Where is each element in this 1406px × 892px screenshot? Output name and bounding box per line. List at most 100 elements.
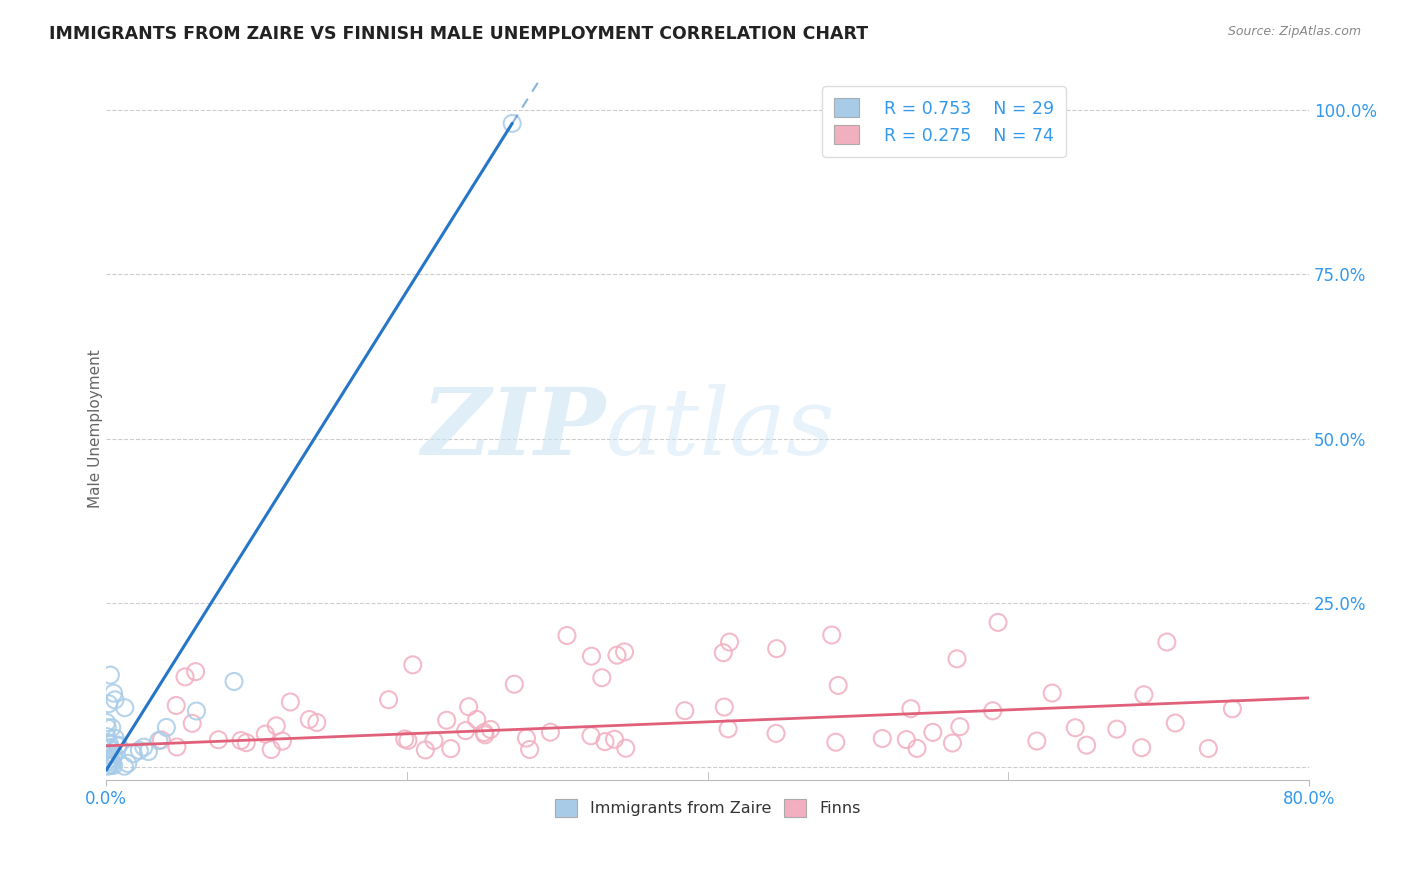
Point — [821, 628, 844, 642]
Point — [97, 755, 120, 769]
Point — [503, 677, 526, 691]
Point — [305, 715, 328, 730]
Point — [235, 736, 257, 750]
Point — [264, 719, 287, 733]
Point — [896, 732, 918, 747]
Point — [122, 747, 145, 761]
Point — [673, 704, 696, 718]
Point — [1133, 688, 1156, 702]
Point — [100, 752, 122, 766]
Point — [987, 615, 1010, 630]
Point — [165, 698, 187, 713]
Point — [222, 674, 245, 689]
Point — [100, 740, 122, 755]
Point — [718, 635, 741, 649]
Point — [174, 670, 197, 684]
Point — [436, 713, 458, 727]
Point — [112, 759, 135, 773]
Point — [472, 725, 495, 739]
Point — [872, 731, 894, 746]
Point — [614, 741, 637, 756]
Text: ZIP: ZIP — [422, 384, 606, 474]
Point — [184, 665, 207, 679]
Point — [479, 723, 502, 737]
Point — [1164, 716, 1187, 731]
Point — [97, 736, 120, 750]
Text: IMMIGRANTS FROM ZAIRE VS FINNISH MALE UNEMPLOYMENT CORRELATION CHART: IMMIGRANTS FROM ZAIRE VS FINNISH MALE UN… — [49, 25, 869, 43]
Point — [765, 726, 787, 740]
Point — [298, 713, 321, 727]
Point — [946, 652, 969, 666]
Point — [207, 732, 229, 747]
Point — [101, 750, 124, 764]
Point — [166, 739, 188, 754]
Point — [377, 692, 399, 706]
Point — [440, 741, 463, 756]
Point — [181, 716, 204, 731]
Point — [1130, 740, 1153, 755]
Point — [900, 701, 922, 715]
Point — [765, 641, 787, 656]
Point — [98, 747, 121, 762]
Point — [396, 733, 419, 747]
Point — [1064, 721, 1087, 735]
Point — [117, 756, 139, 771]
Point — [981, 704, 1004, 718]
Point — [103, 747, 125, 762]
Point — [280, 695, 302, 709]
Point — [100, 757, 122, 772]
Point — [1040, 686, 1063, 700]
Point — [457, 699, 479, 714]
Point — [921, 725, 943, 739]
Point — [104, 693, 127, 707]
Point — [1197, 741, 1219, 756]
Point — [423, 733, 446, 747]
Point — [515, 731, 537, 745]
Point — [501, 116, 523, 130]
Point — [271, 734, 294, 748]
Point — [96, 730, 118, 744]
Point — [394, 731, 416, 746]
Y-axis label: Male Unemployment: Male Unemployment — [87, 350, 103, 508]
Point — [254, 727, 277, 741]
Point — [96, 759, 118, 773]
Point — [100, 755, 122, 769]
Point — [148, 733, 170, 747]
Point — [107, 738, 129, 752]
Point — [103, 686, 125, 700]
Point — [96, 721, 118, 735]
Point — [1222, 702, 1244, 716]
Text: Source: ZipAtlas.com: Source: ZipAtlas.com — [1227, 25, 1361, 38]
Point — [107, 739, 129, 753]
Point — [104, 731, 127, 746]
Point — [713, 700, 735, 714]
Point — [155, 721, 177, 735]
Point — [555, 628, 578, 642]
Point — [260, 742, 283, 756]
Point — [711, 646, 734, 660]
Point — [1156, 635, 1178, 649]
Point — [606, 648, 628, 663]
Point — [96, 715, 118, 730]
Point — [229, 733, 252, 747]
Point — [941, 736, 963, 750]
Point — [1025, 734, 1047, 748]
Point — [98, 742, 121, 756]
Point — [519, 742, 541, 756]
Point — [97, 759, 120, 773]
Point — [905, 741, 928, 756]
Point — [824, 735, 846, 749]
Point — [1076, 738, 1098, 752]
Text: atlas: atlas — [606, 384, 835, 474]
Point — [114, 700, 136, 714]
Point — [186, 704, 208, 718]
Point — [132, 740, 155, 755]
Point — [103, 758, 125, 772]
Point — [474, 728, 496, 742]
Point — [128, 743, 150, 757]
Point — [827, 678, 849, 692]
Point — [581, 649, 603, 664]
Point — [454, 723, 477, 738]
Point — [97, 697, 120, 711]
Point — [100, 668, 122, 682]
